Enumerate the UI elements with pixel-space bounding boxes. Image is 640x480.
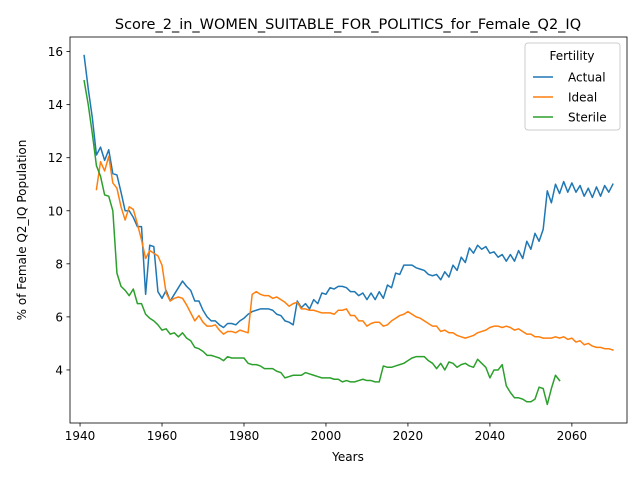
- legend-entries: Actual Ideal Sterile: [533, 71, 607, 125]
- chart-title: Score_2_in_WOMEN_SUITABLE_FOR_POLITICS_f…: [115, 17, 581, 33]
- plot-lines: [83, 54, 614, 406]
- y-tick-label: 10: [48, 204, 63, 218]
- y-tick-label: 12: [48, 151, 63, 165]
- legend-box: [524, 42, 621, 131]
- series-line-sterile: [83, 79, 561, 406]
- y-tick-label: 14: [48, 98, 63, 112]
- y-axis-ticks: 4 6 8 10 12 14 16: [48, 45, 70, 377]
- legend: Fertility Actual Ideal Sterile: [524, 42, 621, 131]
- legend-label-actual: Actual: [568, 71, 606, 85]
- x-tick-label: 1960: [147, 429, 178, 443]
- x-tick-label: 2000: [311, 429, 342, 443]
- x-tick-label: 1980: [229, 429, 260, 443]
- legend-label-sterile: Sterile: [568, 111, 607, 125]
- plot-frame: [69, 36, 628, 424]
- x-axis-ticks: 1940 1960 1980 2000 2020 2040 2060: [65, 423, 587, 443]
- y-axis-label: % of Female Q2_IQ Population: [15, 140, 29, 321]
- y-tick-label: 4: [55, 363, 63, 377]
- x-tick-label: 1940: [65, 429, 96, 443]
- x-tick-label: 2060: [557, 429, 588, 443]
- x-tick-label: 2020: [393, 429, 424, 443]
- y-tick-label: 16: [48, 45, 63, 59]
- legend-label-ideal: Ideal: [568, 91, 597, 105]
- series-line-ideal: [95, 155, 614, 351]
- series-line-actual: [83, 54, 614, 329]
- x-tick-label: 2040: [475, 429, 506, 443]
- legend-title: Fertility: [549, 49, 594, 63]
- x-axis-label: Years: [331, 450, 364, 464]
- y-tick-label: 6: [55, 310, 63, 324]
- y-tick-label: 8: [55, 257, 63, 271]
